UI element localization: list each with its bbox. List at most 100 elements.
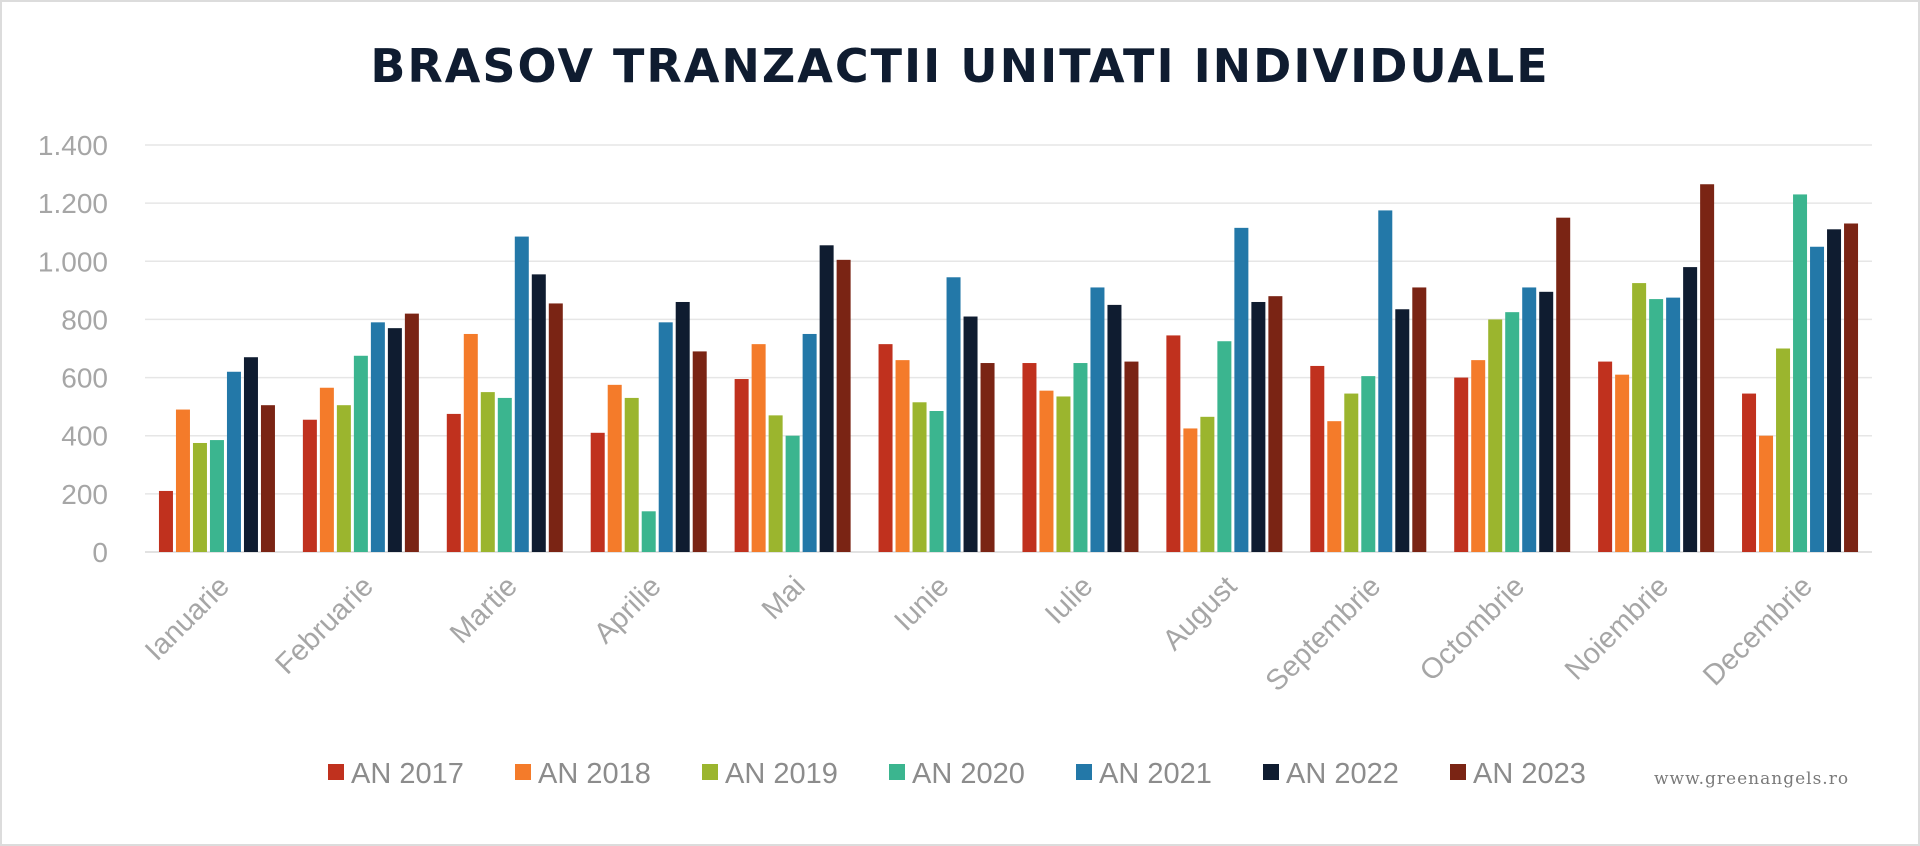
legend-swatch <box>1076 764 1092 780</box>
bar-an-2022-noiembrie <box>1683 267 1698 552</box>
y-tick-label: 200 <box>61 479 108 510</box>
bar-an-2021-iunie <box>946 277 961 552</box>
gridlines <box>145 144 1872 553</box>
bar-an-2018-mai <box>751 344 766 552</box>
y-tick-label: 0 <box>92 537 108 568</box>
bar-an-2019-februarie <box>336 405 351 552</box>
bar-an-2017-august <box>1166 335 1181 552</box>
bar-an-2022-ianuarie <box>243 357 258 552</box>
bar-an-2023-februarie <box>404 313 419 552</box>
bar-an-2021-mai <box>802 333 817 552</box>
bar-an-2021-aprilie <box>658 322 673 552</box>
bar-an-2021-decembrie <box>1810 246 1825 552</box>
bar-an-2018-iulie <box>1039 390 1054 552</box>
bar-an-2022-octombrie <box>1539 291 1554 552</box>
bar-an-2017-octombrie <box>1454 377 1469 552</box>
bar-an-2017-mai <box>734 379 749 552</box>
legend-swatch <box>328 764 344 780</box>
bar-an-2021-septembrie <box>1378 210 1393 553</box>
bar-an-2018-noiembrie <box>1615 374 1630 552</box>
bar-an-2021-noiembrie <box>1666 297 1681 552</box>
legend-swatch <box>1263 764 1279 780</box>
legend-label: AN 2022 <box>1286 758 1399 790</box>
bar-an-2020-aprilie <box>641 511 656 552</box>
legend-label: AN 2023 <box>1473 758 1586 790</box>
y-tick-label: 1.400 <box>38 130 108 161</box>
y-tick-label: 800 <box>61 304 108 335</box>
bar-an-2020-august <box>1217 341 1232 552</box>
bar-an-2022-iulie <box>1107 304 1122 552</box>
bar-an-2022-decembrie <box>1827 229 1842 553</box>
bar-an-2017-aprilie <box>590 432 605 552</box>
bar-an-2020-februarie <box>353 355 368 552</box>
bar-an-2021-august <box>1234 227 1249 552</box>
bar-an-2020-decembrie <box>1793 194 1808 552</box>
bar-an-2019-octombrie <box>1488 319 1503 552</box>
bar-an-2017-iulie <box>1022 363 1037 552</box>
y-tick-label: 1.200 <box>38 188 108 219</box>
bar-an-2023-iunie <box>980 363 995 552</box>
bar-an-2022-martie <box>531 274 546 552</box>
bar-an-2020-iulie <box>1073 363 1088 552</box>
bar-an-2022-aprilie <box>675 301 690 552</box>
bar-an-2020-mai <box>785 435 800 552</box>
bar-an-2020-ianuarie <box>209 440 224 552</box>
legend-swatch <box>889 764 905 780</box>
chart-title: BRASOV TRANZACTII UNITATI INDIVIDUALE <box>370 39 1549 93</box>
bar-an-2018-ianuarie <box>175 409 190 552</box>
bar-an-2018-iunie <box>895 360 910 552</box>
bar-an-2019-aprilie <box>624 397 639 552</box>
bar-an-2021-februarie <box>370 322 385 552</box>
bar-an-2019-decembrie <box>1776 348 1791 552</box>
bar-an-2018-martie <box>463 333 478 552</box>
bar-an-2022-februarie <box>387 328 402 552</box>
bar-an-2019-septembrie <box>1344 393 1359 552</box>
bar-an-2023-octombrie <box>1556 217 1571 552</box>
bar-an-2021-ianuarie <box>226 371 241 552</box>
bar-an-2023-august <box>1268 296 1283 552</box>
bar-an-2020-septembrie <box>1361 376 1376 552</box>
bar-an-2019-ianuarie <box>192 442 207 552</box>
bar-an-2020-martie <box>497 397 512 552</box>
y-axis-ticks: 0 200 400 600 800 1.000 1.200 1.400 <box>38 130 108 568</box>
bar-an-2019-iunie <box>912 402 927 552</box>
bar-an-2017-februarie <box>302 419 317 552</box>
bar-an-2018-august <box>1183 428 1198 552</box>
legend-swatch <box>702 764 718 780</box>
legend-label: AN 2021 <box>1099 758 1212 790</box>
bar-an-2023-martie <box>548 303 563 552</box>
bar-an-2019-noiembrie <box>1632 283 1647 552</box>
bar-an-2018-octombrie <box>1471 360 1486 552</box>
bar-an-2017-noiembrie <box>1598 361 1613 552</box>
bar-an-2021-iulie <box>1090 287 1105 552</box>
legend-label: AN 2017 <box>351 758 464 790</box>
bar-an-2018-februarie <box>319 387 334 552</box>
bar-an-2019-martie <box>480 392 495 552</box>
legend-label: AN 2020 <box>912 758 1025 790</box>
bar-an-2023-mai <box>836 259 851 552</box>
bar-an-2018-septembrie <box>1327 421 1342 552</box>
bar-an-2019-iulie <box>1056 396 1071 552</box>
bar-an-2020-noiembrie <box>1649 299 1664 552</box>
legend-swatch <box>1450 764 1466 780</box>
bar-an-2022-mai <box>819 245 834 552</box>
legend-label: AN 2018 <box>538 758 651 790</box>
bar-an-2023-iulie <box>1124 361 1139 552</box>
bars <box>158 184 1859 553</box>
legend-swatch <box>515 764 531 780</box>
bar-an-2019-august <box>1200 416 1215 552</box>
y-tick-label: 400 <box>61 421 108 452</box>
legend: AN 2017 AN 2018 AN 2019 AN 2020 AN 2021 AN 20… <box>328 758 1586 790</box>
bar-an-2019-mai <box>768 415 783 552</box>
bar-an-2017-martie <box>446 413 461 552</box>
bar-an-2023-ianuarie <box>260 405 275 552</box>
bar-an-2022-iunie <box>963 316 978 552</box>
bar-an-2021-octombrie <box>1522 287 1537 552</box>
bar-an-2023-septembrie <box>1412 287 1427 552</box>
bar-an-2017-decembrie <box>1742 393 1757 552</box>
bar-an-2018-decembrie <box>1759 435 1774 552</box>
legend-label: AN 2019 <box>725 758 838 790</box>
bar-an-2022-septembrie <box>1395 309 1410 552</box>
bar-an-2021-martie <box>514 236 529 552</box>
y-tick-label: 1.000 <box>38 246 108 277</box>
